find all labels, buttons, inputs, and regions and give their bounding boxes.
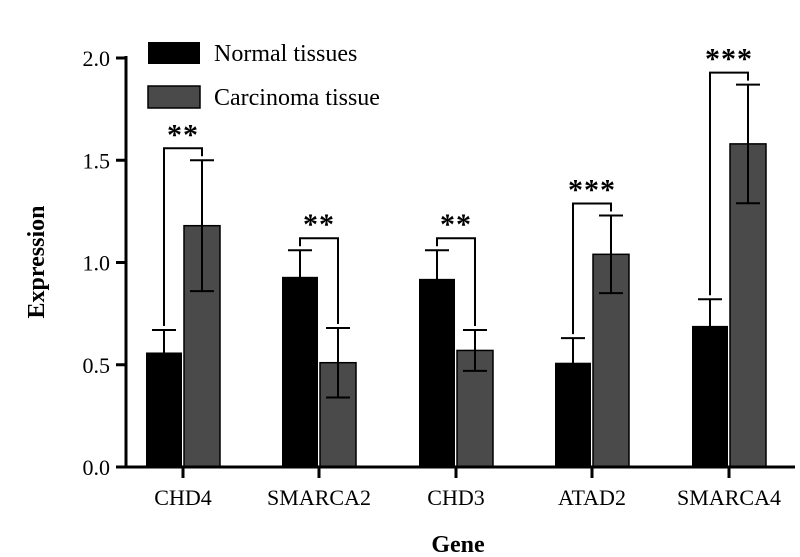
- y-tick-label: 0.0: [83, 455, 111, 480]
- y-tick-label: 1.5: [83, 148, 111, 173]
- y-tick-label: 0.5: [83, 353, 111, 378]
- significance-bracket: [709, 71, 749, 296]
- significance-label: **: [167, 118, 199, 151]
- bars-layer: [146, 143, 767, 468]
- significance-bracket: [163, 147, 203, 326]
- significance-bracket: [572, 202, 612, 335]
- significance-label: ***: [705, 43, 753, 76]
- error-bars-layer: [152, 83, 760, 399]
- legend-swatch-carcinoma: [147, 85, 201, 109]
- y-ticks: 0.0 0.5 1.0 1.5 2.0: [83, 46, 126, 480]
- x-tick-label: SMARCA2: [267, 485, 371, 510]
- y-tick-label: 2.0: [83, 46, 111, 71]
- significance-bracket: [436, 237, 476, 326]
- significance-bracket: [299, 237, 339, 324]
- x-tick-label: ATAD2: [558, 485, 626, 510]
- bar-normal-smarca2: [282, 276, 318, 467]
- legend-label-carcinoma: Carcinoma tissue: [214, 85, 380, 111]
- legend-label-normal: Normal tissues: [214, 41, 357, 67]
- x-axis: CHD4 SMARCA2 CHD3 ATAD2 SMARCA4: [126, 465, 795, 510]
- legend: Normal tissues Carcinoma tissue: [147, 41, 380, 111]
- significance-label: **: [440, 208, 472, 241]
- bar-normal-chd3: [419, 278, 455, 467]
- y-tick-label: 1.0: [83, 251, 111, 276]
- significance-label: ***: [568, 173, 616, 206]
- legend-swatch-normal: [148, 42, 200, 64]
- y-axis-title: Expression: [24, 206, 50, 319]
- x-tick-label: SMARCA4: [677, 485, 781, 510]
- x-tick-label: CHD3: [427, 485, 484, 510]
- significance-label: **: [303, 208, 335, 241]
- x-tick-label: CHD4: [154, 485, 211, 510]
- significance-layer: **** ********: [163, 43, 753, 335]
- x-axis-title: Gene: [431, 532, 485, 557]
- y-axis: 0.0 0.5 1.0 1.5 2.0: [83, 46, 128, 480]
- x-ticks: CHD4 SMARCA2 CHD3 ATAD2 SMARCA4: [154, 467, 781, 510]
